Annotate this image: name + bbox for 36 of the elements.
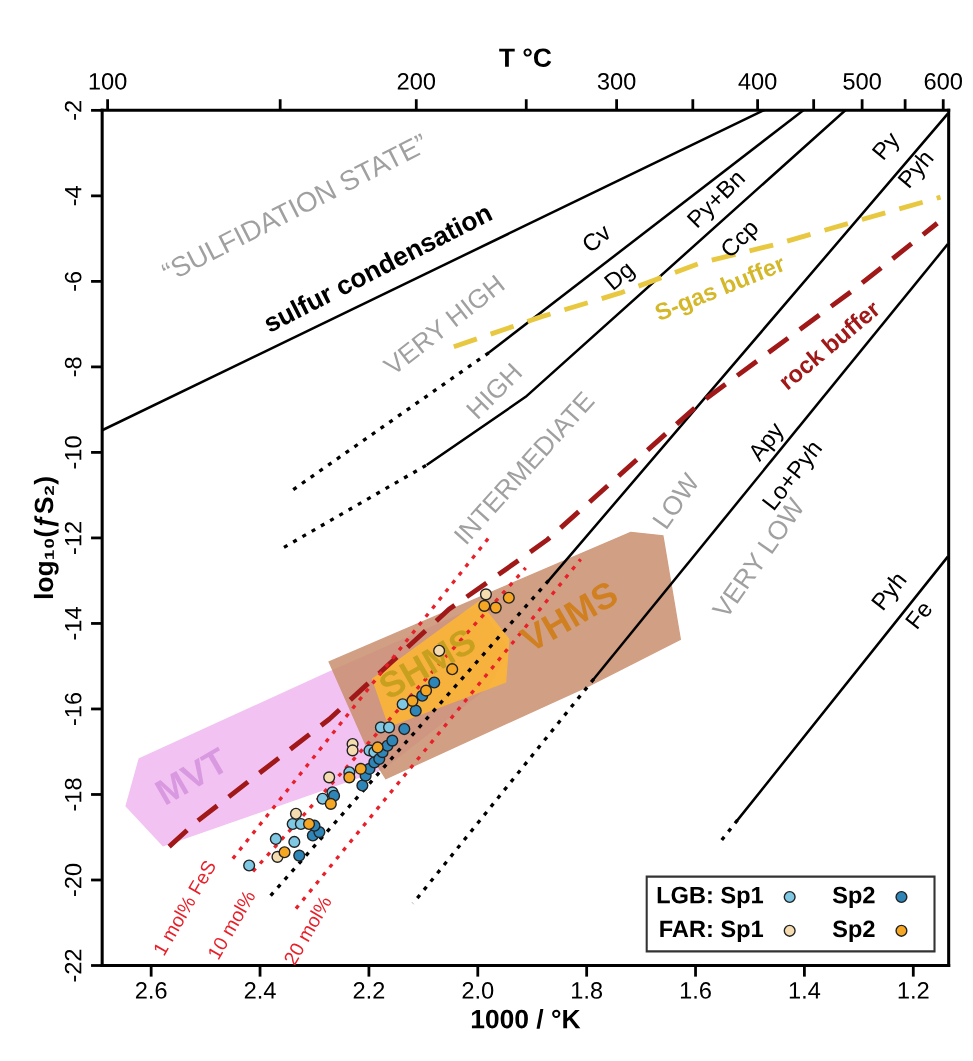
text: 500 xyxy=(843,72,881,90)
text: 400 xyxy=(738,72,777,90)
y-tick-label: -16 xyxy=(64,692,82,725)
x-tick-label: 2.2 xyxy=(353,982,385,999)
x-tick-label: 2.0 xyxy=(462,982,494,999)
annotation: Cv xyxy=(580,222,613,254)
legend-label: LGB: Sp1 xyxy=(657,886,764,909)
y-tick-label: -14 xyxy=(65,607,82,640)
text: 600 xyxy=(924,72,963,90)
y-tick-label: -2 xyxy=(64,101,82,120)
x-tick-label: 1.8 xyxy=(572,982,603,999)
text: 200 xyxy=(397,72,436,90)
y-tick-label: -4 xyxy=(65,186,82,206)
text: 100 xyxy=(89,72,127,90)
x-tick-label: 2.4 xyxy=(244,982,276,999)
y-tick-label: -10 xyxy=(64,436,82,469)
y-tick-label: -18 xyxy=(64,778,82,811)
x-tick-label: 1.6 xyxy=(680,982,711,999)
x-tick-label: 1.2 xyxy=(898,982,929,999)
x2-axis-title: T °C xyxy=(499,48,552,68)
annotation: Dg xyxy=(603,260,638,294)
legend-label: Sp2 xyxy=(832,886,875,909)
annotation: Py xyxy=(871,130,905,164)
y-tick-label: -12 xyxy=(64,522,82,554)
y-tick-label: -6 xyxy=(64,271,82,291)
y-tick-label: -22 xyxy=(64,949,82,982)
y-tick-label: -20 xyxy=(64,863,82,897)
legend-label: Sp2 xyxy=(832,920,875,942)
annotation: Fe xyxy=(905,599,934,630)
text: 300 xyxy=(597,72,636,90)
y-tick-label: -8 xyxy=(64,357,82,377)
y-axis-title: log₁₀(ƒS₂) xyxy=(33,477,59,599)
x-axis-title: 1000 / °K xyxy=(471,1009,581,1029)
x-tick-label: 1.4 xyxy=(789,982,821,999)
x-tick-label: 2.6 xyxy=(135,982,167,999)
legend-label: FAR: Sp1 xyxy=(660,920,764,942)
